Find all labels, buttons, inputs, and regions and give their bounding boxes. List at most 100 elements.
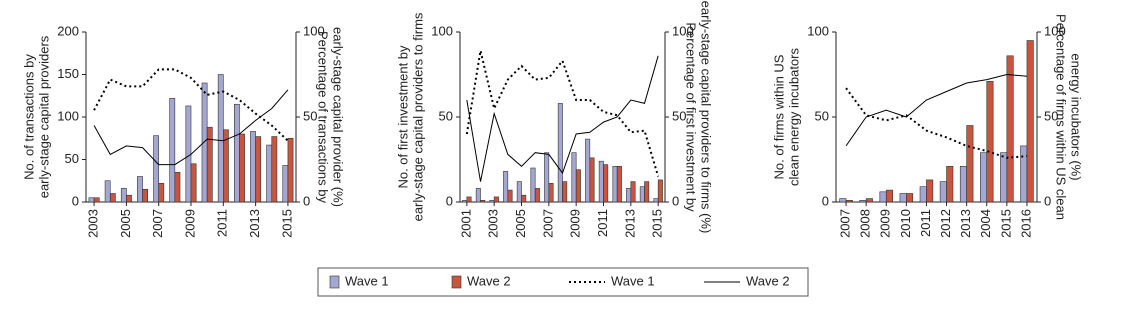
y-tick-label: 0 bbox=[822, 193, 829, 208]
legend-label: Wave 2 bbox=[467, 273, 511, 288]
x-tick-label: 2015 bbox=[279, 209, 294, 238]
bar bbox=[548, 183, 554, 203]
y2-tick-label: 50 bbox=[1044, 108, 1058, 123]
y-tick-label: 100 bbox=[57, 108, 79, 123]
legend-label: Wave 2 bbox=[746, 273, 790, 288]
bar bbox=[598, 160, 604, 203]
line-dotted bbox=[93, 68, 289, 142]
line-dotted bbox=[465, 50, 660, 177]
x-tick-label: 2007 bbox=[540, 209, 555, 238]
y2-axis-title: Percentage of firms within US clean bbox=[1054, 14, 1069, 220]
x-tick-label: 2013 bbox=[958, 209, 973, 238]
bar bbox=[657, 179, 663, 203]
bar bbox=[206, 126, 213, 203]
y2-axis-title: Percentage of transactions by bbox=[316, 31, 331, 203]
bar bbox=[223, 129, 229, 203]
x-tick-label: 2004 bbox=[978, 209, 993, 238]
bar bbox=[201, 82, 208, 203]
y-axis-title: clean energy incubators bbox=[786, 47, 801, 186]
bar bbox=[480, 200, 486, 203]
bar bbox=[630, 181, 636, 203]
x-tick-label: 2008 bbox=[858, 209, 873, 238]
x-tick-label: 2003 bbox=[486, 209, 501, 238]
line-solid bbox=[845, 73, 1027, 147]
bar bbox=[516, 181, 522, 203]
bar bbox=[190, 163, 197, 203]
bar bbox=[93, 197, 100, 203]
legend-label: Wave 1 bbox=[345, 273, 389, 288]
bar bbox=[626, 188, 632, 203]
bar bbox=[966, 125, 974, 203]
legend-swatch bbox=[329, 275, 340, 289]
y2-axis-title: early-stage capital providers to firms (… bbox=[699, 1, 714, 234]
bar bbox=[475, 188, 481, 203]
line-solid bbox=[93, 89, 289, 166]
bar bbox=[507, 189, 513, 203]
y2-axis-title: energy incubators (%) bbox=[1069, 53, 1084, 180]
bar bbox=[282, 165, 289, 203]
y-axis-title: early-stage capital providers to firms bbox=[410, 12, 425, 221]
bar bbox=[839, 198, 847, 203]
x-tick-label: 2016 bbox=[1018, 209, 1033, 238]
x-tick-label: 2001 bbox=[458, 209, 473, 238]
y2-axis-title: early-stage capital provider (%) bbox=[331, 27, 346, 207]
bar bbox=[169, 98, 176, 203]
bar bbox=[644, 181, 650, 203]
bar bbox=[493, 196, 499, 203]
bar bbox=[859, 200, 867, 203]
bar bbox=[239, 133, 245, 203]
bar bbox=[88, 197, 95, 203]
bar bbox=[217, 74, 224, 203]
y2-tick-label: 100 bbox=[672, 23, 694, 38]
bar bbox=[946, 166, 954, 203]
bar bbox=[287, 137, 294, 203]
bar bbox=[575, 169, 581, 203]
line-solid bbox=[466, 55, 659, 182]
y-axis-title: No. of first investment by bbox=[395, 45, 410, 189]
y2-axis-title: Percentage of first investment by bbox=[684, 22, 699, 212]
y-axis-title: early-stage capital providers bbox=[36, 35, 51, 198]
bar bbox=[271, 136, 278, 203]
bar bbox=[255, 136, 262, 203]
y2-tick-label: 100 bbox=[303, 23, 325, 38]
bar bbox=[104, 180, 111, 203]
x-tick-label: 2003 bbox=[86, 209, 101, 238]
bar bbox=[1026, 40, 1034, 203]
bar bbox=[503, 171, 509, 203]
bar bbox=[1000, 152, 1008, 203]
y-tick-label: 0 bbox=[446, 193, 453, 208]
bar bbox=[120, 188, 127, 203]
bar bbox=[557, 103, 563, 203]
bar bbox=[885, 189, 893, 203]
x-tick-label: 2011 bbox=[918, 209, 933, 237]
bar bbox=[126, 194, 132, 203]
bar bbox=[639, 186, 645, 203]
y-tick-label: 50 bbox=[65, 151, 79, 166]
x-tick-label: 2007 bbox=[150, 209, 165, 238]
bar bbox=[571, 152, 577, 203]
bar bbox=[174, 171, 181, 203]
bar bbox=[266, 144, 273, 203]
bar bbox=[109, 193, 116, 203]
x-tick-label: 2007 bbox=[837, 209, 852, 238]
bar bbox=[462, 200, 468, 203]
x-tick-label: 2011 bbox=[215, 209, 230, 237]
x-tick-label: 2009 bbox=[182, 209, 197, 238]
bar bbox=[986, 81, 994, 203]
x-tick-label: 2013 bbox=[247, 209, 262, 238]
y-axis-title: No. of transactions by bbox=[21, 54, 36, 180]
y-tick-label: 50 bbox=[815, 108, 829, 123]
bar bbox=[233, 103, 240, 203]
y-tick-label: 100 bbox=[807, 23, 829, 38]
x-tick-label: 2009 bbox=[568, 209, 583, 238]
y-tick-label: 100 bbox=[431, 23, 453, 38]
bar bbox=[530, 167, 536, 203]
y-tick-label: 0 bbox=[72, 193, 79, 208]
x-tick-label: 2010 bbox=[898, 209, 913, 238]
bar bbox=[544, 152, 550, 203]
bar bbox=[521, 194, 527, 203]
y2-tick-label: 0 bbox=[1044, 193, 1051, 208]
y-tick-label: 200 bbox=[57, 23, 79, 38]
bar bbox=[906, 193, 914, 203]
